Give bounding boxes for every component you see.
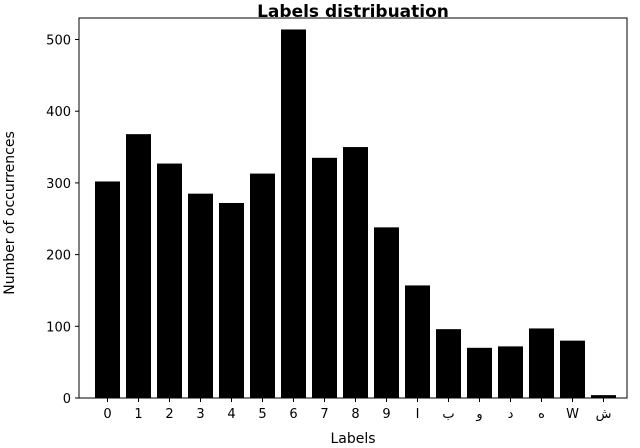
x-tick-label-12: و <box>475 407 482 422</box>
bar-4 <box>219 202 244 398</box>
y-tick-label-3: 300 <box>46 177 71 192</box>
x-tick-label-11: ب <box>442 407 454 422</box>
x-tick-label-0: 0 <box>103 407 111 422</box>
y-tick-label-5: 500 <box>46 34 71 49</box>
bar-1 <box>126 134 151 398</box>
y-axis-label: Number of occurrences <box>2 131 18 295</box>
plot-frame <box>78 17 628 399</box>
x-tick-label-5: 5 <box>258 407 266 422</box>
x-tick-label-3: 3 <box>196 407 204 422</box>
bar-2 <box>157 163 182 398</box>
x-tick-label-13: د <box>508 407 514 422</box>
bar-12 <box>467 347 492 398</box>
bar-8 <box>343 147 368 398</box>
x-tick-label-7: 7 <box>320 407 328 422</box>
x-tick-label-6: 6 <box>289 407 297 422</box>
y-tick-label-2: 200 <box>46 249 71 264</box>
y-tick-label-1: 100 <box>46 320 71 335</box>
bar-11 <box>436 329 461 398</box>
bar-15 <box>560 340 585 398</box>
x-tick-label-8: 8 <box>351 407 359 422</box>
bar-16 <box>591 395 616 398</box>
bar-13 <box>498 346 523 398</box>
bar-3 <box>188 193 213 398</box>
x-tick-label-1: 1 <box>134 407 142 422</box>
x-tick-label-15: W <box>566 407 579 422</box>
bar-14 <box>529 328 554 398</box>
y-tick-label-4: 400 <box>46 105 71 120</box>
bar-5 <box>250 173 275 398</box>
bar-6 <box>281 29 306 398</box>
y-tick-label-0: 0 <box>63 392 71 407</box>
chart-title: Labels distribuation <box>257 2 449 22</box>
x-tick-label-4: 4 <box>227 407 235 422</box>
x-tick-label-2: 2 <box>165 407 173 422</box>
x-axis-label: Labels <box>330 431 375 447</box>
bar-9 <box>374 227 399 398</box>
bars-group <box>95 29 616 398</box>
y-axis-ticks: 0 100 200 300 400 500 <box>46 34 79 407</box>
x-tick-label-9: 9 <box>382 407 390 422</box>
bar-0 <box>95 181 120 398</box>
x-tick-label-10: I <box>416 407 420 422</box>
bar-7 <box>312 157 337 398</box>
x-axis-ticks: 0 1 2 3 4 5 6 7 8 9 I ب و د ه W ش <box>103 398 611 422</box>
bar-10 <box>405 285 430 398</box>
x-tick-label-14: ه <box>538 407 545 422</box>
x-tick-label-16: ش <box>596 407 612 422</box>
